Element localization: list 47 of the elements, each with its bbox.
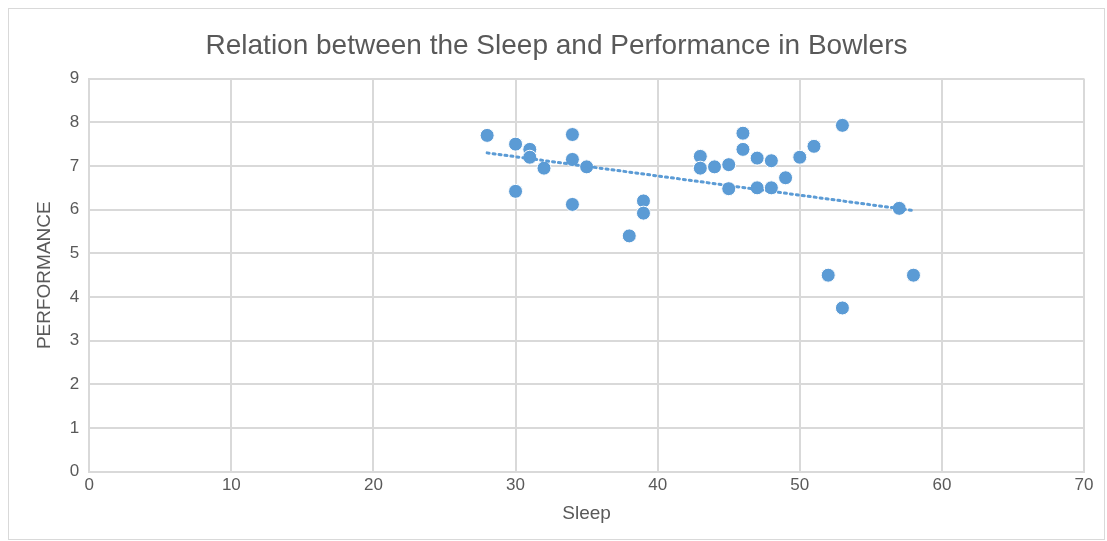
point <box>635 205 651 221</box>
y-tick-label: 0 <box>69 461 80 481</box>
point <box>635 193 651 209</box>
x-tick-label: 60 <box>932 474 952 494</box>
x-tick-label: 70 <box>1074 474 1094 494</box>
point <box>778 170 794 186</box>
y-tick-label: 6 <box>69 199 80 219</box>
chart-title: Relation between the Sleep and Performance in Bowlers <box>205 28 908 60</box>
y-tick-label: 7 <box>69 155 80 175</box>
y-tick-label: 1 <box>69 417 80 437</box>
point <box>792 149 808 165</box>
x-tick-label: 0 <box>84 474 94 494</box>
y-tick-label: 3 <box>69 330 80 350</box>
point <box>905 267 921 283</box>
point <box>735 141 751 157</box>
point <box>479 127 495 143</box>
point <box>735 125 751 141</box>
x-tick-label: 40 <box>648 474 668 494</box>
point <box>508 136 524 152</box>
point <box>692 148 708 164</box>
point <box>834 300 850 316</box>
y-axis-title: PERFORMANCE <box>32 201 54 350</box>
x-tick-label: 10 <box>221 474 241 494</box>
point <box>692 160 708 176</box>
point <box>707 159 723 175</box>
point <box>564 127 580 143</box>
point <box>508 183 524 199</box>
y-tick-label: 9 <box>69 68 80 88</box>
point <box>564 151 580 167</box>
point <box>763 153 779 169</box>
y-tick-label: 8 <box>69 111 80 131</box>
point <box>834 117 850 133</box>
point <box>536 160 552 176</box>
x-tick-label: 20 <box>364 474 383 494</box>
x-axis-title: Sleep <box>562 501 611 523</box>
point <box>721 157 737 173</box>
x-tick-label: 30 <box>506 474 526 494</box>
point <box>564 196 580 212</box>
y-tick-label: 4 <box>69 286 80 306</box>
point <box>749 150 765 166</box>
y-tick-label: 5 <box>69 243 80 263</box>
y-tick-label: 2 <box>69 374 80 394</box>
point <box>721 181 737 197</box>
point <box>621 228 637 244</box>
x-tick-label: 50 <box>790 474 810 494</box>
point <box>820 267 836 283</box>
point <box>806 138 822 154</box>
